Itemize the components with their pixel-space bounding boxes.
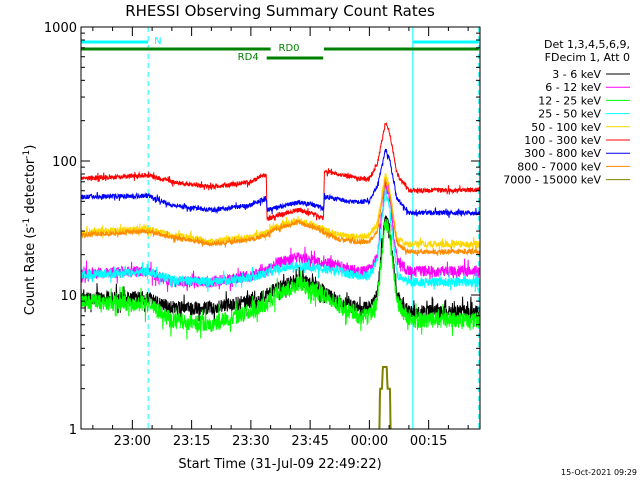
x-tick-label-2300: 23:00: [114, 434, 151, 449]
series-line-300-800-kev: [81, 148, 480, 218]
legend-entry-7000-15000-kev: 7000 - 15000 keV: [503, 174, 601, 187]
y-axis-label-sup1: -1: [22, 218, 32, 227]
flag-label-rd4: RD4: [238, 52, 259, 63]
chart-title: RHESSI Observing Summary Count Rates: [125, 2, 435, 20]
x-tick-label-0015: 00:15: [410, 434, 447, 449]
y-axis-label-start: Count Rate (s: [23, 227, 38, 316]
legend-entry-50-100-kev: 50 - 100 keV: [531, 121, 601, 134]
chart-legend: Det 1,3,4,5,6,9,FDecim 1, Att 0 3 - 6 keV…: [503, 38, 630, 187]
series-line-3-6-kev: [81, 215, 480, 327]
x-tick-label-2330: 23:30: [232, 434, 269, 449]
y-axis-label-mid: detector: [23, 158, 38, 218]
legend-header-line-0: Det 1,3,4,5,6,9,: [544, 38, 630, 51]
plot-axes: 1 10 100 1000 23:00 23:15 23:30 23:45 00:00 00:15: [44, 21, 481, 449]
legend-entry-12-25-kev: 12 - 25 keV: [538, 94, 601, 107]
plot-frame: [80, 26, 481, 430]
x-tick-label-2345: 23:45: [291, 434, 328, 449]
y-tick-label-10: 10: [60, 289, 77, 304]
y-axis-label-end: ): [23, 145, 38, 150]
series-line-12-25-kev: [81, 218, 480, 340]
legend-entry-3-6-kev: 3 - 6 keV: [552, 68, 601, 81]
flag-label-rd0: RD0: [279, 43, 300, 54]
y-axis-label: Count Rate (s-1 detector-1): [22, 145, 38, 316]
legend-header-line-1: FDecim 1, Att 0: [545, 51, 630, 64]
legend-entry-300-800-kev: 300 - 800 keV: [524, 147, 601, 160]
legend-entry-6-12-kev: 6 - 12 keV: [545, 81, 601, 94]
series-line-25-50-kev: [81, 187, 480, 293]
series-line-800-7000-kev: [81, 178, 480, 257]
series-lines: [81, 121, 480, 429]
legend-entry-100-300-kev: 100 - 300 keV: [524, 134, 601, 147]
legend-entry-25-50-kev: 25 - 50 keV: [538, 108, 601, 121]
series-line-100-300-kev: [81, 121, 480, 222]
series-line-7000-15000-kev: [378, 366, 392, 429]
y-tick-label-100: 100: [52, 155, 77, 170]
status-flag-bars: N RD0 RD4: [81, 36, 479, 63]
y-tick-label-1000: 1000: [44, 21, 77, 36]
x-tick-label-0000: 00:00: [351, 434, 388, 449]
y-axis-label-sup2: -1: [22, 150, 32, 159]
plot-timestamp: 15-Oct-2021 09:29: [561, 468, 637, 477]
x-axis-label: Start Time (31-Jul-09 22:49:22): [178, 457, 381, 472]
legend-entry-800-7000-kev: 800 - 7000 keV: [517, 160, 601, 173]
flag-label-n: N: [154, 36, 161, 47]
y-tick-label-1: 1: [69, 423, 77, 438]
x-tick-label-2315: 23:15: [173, 434, 210, 449]
